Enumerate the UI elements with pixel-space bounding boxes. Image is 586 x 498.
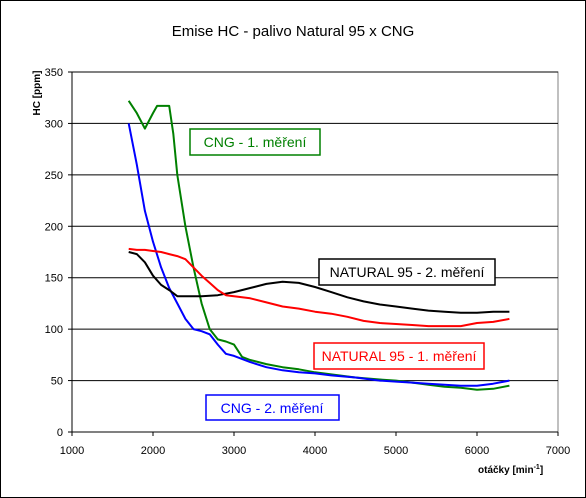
y-axis-label: HC [ppm] [32,71,43,116]
y-tick-label: 100 [45,324,63,336]
x-tick-label: 2000 [141,445,165,457]
y-tick-label: 350 [45,67,63,79]
series-label-natural-1-text: NATURAL 95 - 1. měření [322,348,477,364]
x-axis-label: otáčky [min-1] [478,464,543,476]
y-tick-label: 0 [57,427,63,439]
y-tick-label: 200 [45,221,63,233]
y-tick-label: 250 [45,170,63,182]
x-tick-label: 7000 [546,445,570,457]
x-tick-label: 4000 [303,445,327,457]
series-label-cng-2: CNG - 2. měření [205,394,340,421]
y-axis-ticks: 0 50 100 150 200 250 300 350 [45,67,72,439]
series-label-cng-1: CNG - 1. měření [189,128,321,156]
series-label-cng-1-text: CNG - 1. měření [204,134,307,150]
series-label-natural-2-text: NATURAL 95 - 2. měření [330,264,485,280]
grid-lines [72,71,558,382]
y-tick-label: 300 [45,118,63,130]
series-line-natural-2 [128,251,510,314]
x-tick-label: 5000 [384,445,408,457]
chart-title: Emise HC - palivo Natural 95 x CNG [172,23,415,40]
y-tick-label: 50 [51,376,63,388]
series-label-natural-2: NATURAL 95 - 2. měření [318,258,496,286]
series-lines [127,100,510,391]
series-label-cng-2-text: CNG - 2. měření [221,400,324,416]
series-line-cng-2 [127,123,510,387]
plot-area [71,71,559,433]
x-tick-label: 6000 [465,445,489,457]
x-axis-ticks: 1000 2000 3000 4000 5000 6000 7000 [60,432,570,457]
x-tick-label: 1000 [60,445,84,457]
x-axis-label-sup: -1 [534,464,540,471]
x-tick-label: 3000 [222,445,246,457]
series-line-natural-1 [128,247,510,328]
x-axis-label-main: otáčky [min [478,465,534,476]
y-tick-label: 150 [45,273,63,285]
series-label-natural-1: NATURAL 95 - 1. měření [313,342,485,370]
x-axis-label-end: ] [540,465,543,476]
